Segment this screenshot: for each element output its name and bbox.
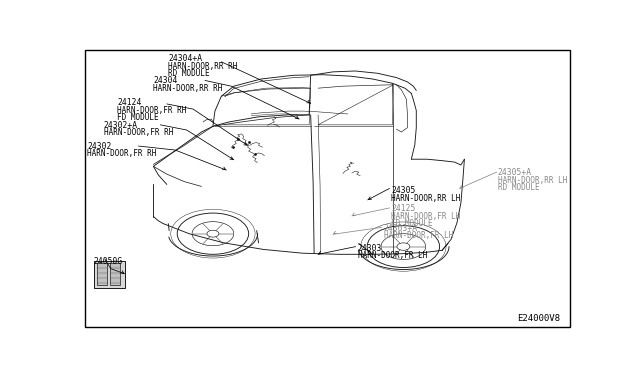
Text: 24303+A: 24303+A (383, 224, 418, 233)
Text: HARN-DOOR,FR RH: HARN-DOOR,FR RH (117, 106, 187, 115)
Text: HARN-DOOR,FR LH: HARN-DOOR,FR LH (358, 251, 427, 260)
Text: E24000V8: E24000V8 (517, 314, 560, 323)
Text: 24124: 24124 (117, 99, 141, 108)
Text: HARN-DOOR,FR LH: HARN-DOOR,FR LH (391, 212, 460, 221)
Text: 24305+A: 24305+A (498, 169, 532, 177)
Text: 24302+A: 24302+A (104, 121, 138, 129)
Text: 24125: 24125 (391, 205, 415, 214)
Text: RD MODULE: RD MODULE (168, 69, 210, 78)
Text: 24303: 24303 (358, 244, 382, 253)
Text: HARN-DOOR,RR RH: HARN-DOOR,RR RH (154, 84, 223, 93)
Text: HARN-DOOR,RR RH: HARN-DOOR,RR RH (168, 62, 237, 71)
Text: 24304: 24304 (154, 76, 178, 85)
Text: HARN-DOOR,FR RH: HARN-DOOR,FR RH (88, 149, 157, 158)
Text: HARN-DOOR,RR LH: HARN-DOOR,RR LH (391, 193, 460, 203)
Text: 24302: 24302 (88, 142, 112, 151)
Text: 24050G: 24050G (94, 257, 123, 266)
Text: HARN-DOOR,RR LH: HARN-DOOR,RR LH (498, 176, 567, 185)
Text: FD MODULE: FD MODULE (117, 113, 159, 122)
Text: RD MODULE: RD MODULE (498, 183, 540, 192)
Bar (97, 263, 107, 285)
Bar (94, 261, 125, 288)
Text: FD MODULE: FD MODULE (391, 219, 433, 228)
Text: 24304+A: 24304+A (168, 54, 202, 63)
Text: 24305: 24305 (391, 186, 415, 195)
Text: HARN-DOOR,FR LH: HARN-DOOR,FR LH (383, 231, 453, 240)
Text: HARN-DOOR,FR RH: HARN-DOOR,FR RH (104, 128, 173, 137)
Bar (110, 263, 120, 285)
